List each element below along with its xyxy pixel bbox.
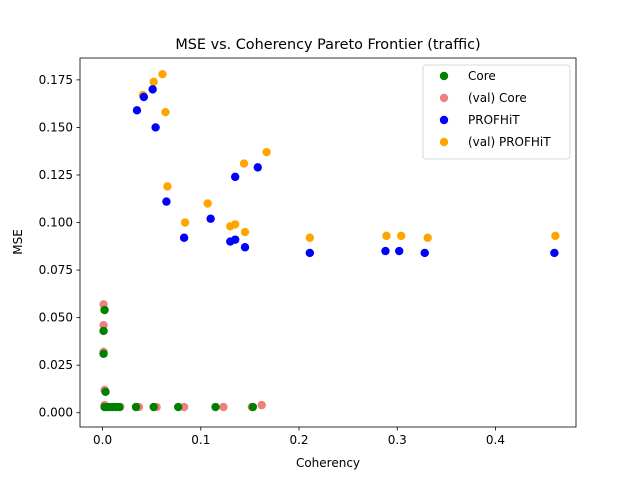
data-point-val-profhit [161, 108, 170, 117]
data-point-profhit [151, 123, 160, 132]
x-axis-label: Coherency [296, 456, 360, 470]
data-points [99, 69, 560, 412]
data-point-core [101, 387, 110, 397]
data-point-core [211, 402, 220, 412]
plot-frame [79, 57, 577, 428]
data-point-val-profhit [149, 77, 158, 86]
legend: Core (val) Core PROFHiT (val) PROFHiT [422, 64, 571, 160]
data-point-val-profhit [396, 231, 406, 241]
data-point-val-core [257, 400, 266, 410]
legend-marker [439, 71, 449, 81]
x-tick-label: 0.2 [289, 433, 308, 447]
data-point-val-profhit [551, 231, 560, 241]
data-point-profhit [132, 106, 142, 115]
data-point-profhit [381, 246, 390, 256]
data-point-profhit [395, 246, 404, 256]
x-tick-label: 0.4 [486, 433, 505, 447]
x-axis-ticks: 0.0 0.1 0.2 0.3 0.4 [93, 427, 505, 447]
y-tick-label: 0.125 [39, 168, 73, 182]
data-point-val-profhit [203, 199, 212, 208]
legend-label: Core [468, 69, 496, 83]
data-point-core [248, 402, 258, 412]
legend-marker [439, 93, 449, 103]
legend-label: PROFHiT [468, 113, 520, 127]
x-tick-label: 0.3 [388, 433, 407, 447]
data-point-profhit [253, 163, 262, 172]
y-tick-label: 0.075 [39, 263, 73, 277]
y-tick-label: 0.050 [39, 311, 73, 325]
data-point-profhit [148, 85, 157, 94]
y-tick-label: 0.175 [39, 73, 73, 87]
data-point-profhit [230, 172, 240, 182]
legend-label: (val) Core [468, 91, 527, 105]
data-point-val-profhit [230, 220, 240, 229]
y-tick-label: 0.150 [39, 120, 73, 134]
legend-label: (val) PROFHiT [468, 135, 551, 149]
data-point-val-profhit [240, 227, 250, 237]
data-point-core [149, 402, 158, 412]
data-point-profhit [162, 197, 171, 206]
data-point-core [174, 402, 183, 412]
data-point-val-profhit [239, 159, 249, 168]
data-point-core [99, 349, 108, 358]
y-axis-ticks: 0.000 0.025 0.050 0.075 0.100 0.125 0.150 0.175 [39, 73, 80, 420]
y-tick-label: 0.025 [39, 358, 73, 372]
legend-box [422, 64, 571, 160]
data-point-core [100, 305, 109, 315]
data-point-val-profhit [180, 218, 190, 227]
data-point-profhit [550, 248, 559, 258]
data-point-profhit [305, 248, 315, 258]
y-tick-label: 0.100 [39, 216, 73, 230]
y-axis-label: MSE [11, 229, 25, 255]
data-point-val-profhit [262, 147, 271, 157]
data-point-val-profhit [423, 233, 432, 242]
x-tick-label: 0.0 [93, 433, 112, 447]
data-point-profhit [240, 243, 250, 252]
data-point-profhit [179, 233, 189, 242]
data-point-val-profhit [163, 182, 172, 191]
chart-title: MSE vs. Coherency Pareto Frontier (traff… [175, 37, 480, 53]
legend-marker [439, 137, 449, 147]
data-point-val-core [179, 402, 189, 412]
legend-marker [439, 115, 449, 125]
x-tick-label: 0.1 [191, 433, 210, 447]
data-point-val-core [219, 402, 228, 412]
data-point-val-profhit [305, 233, 315, 242]
data-point-profhit [420, 248, 429, 258]
y-tick-label: 0.000 [39, 406, 73, 420]
data-point-val-profhit [158, 69, 167, 79]
data-point-profhit [230, 235, 240, 244]
data-point-val-profhit [382, 231, 391, 241]
data-point-core [115, 402, 124, 412]
data-point-profhit [206, 214, 215, 223]
data-point-core [99, 326, 108, 336]
data-point-profhit [139, 92, 149, 102]
data-point-core [131, 402, 141, 412]
